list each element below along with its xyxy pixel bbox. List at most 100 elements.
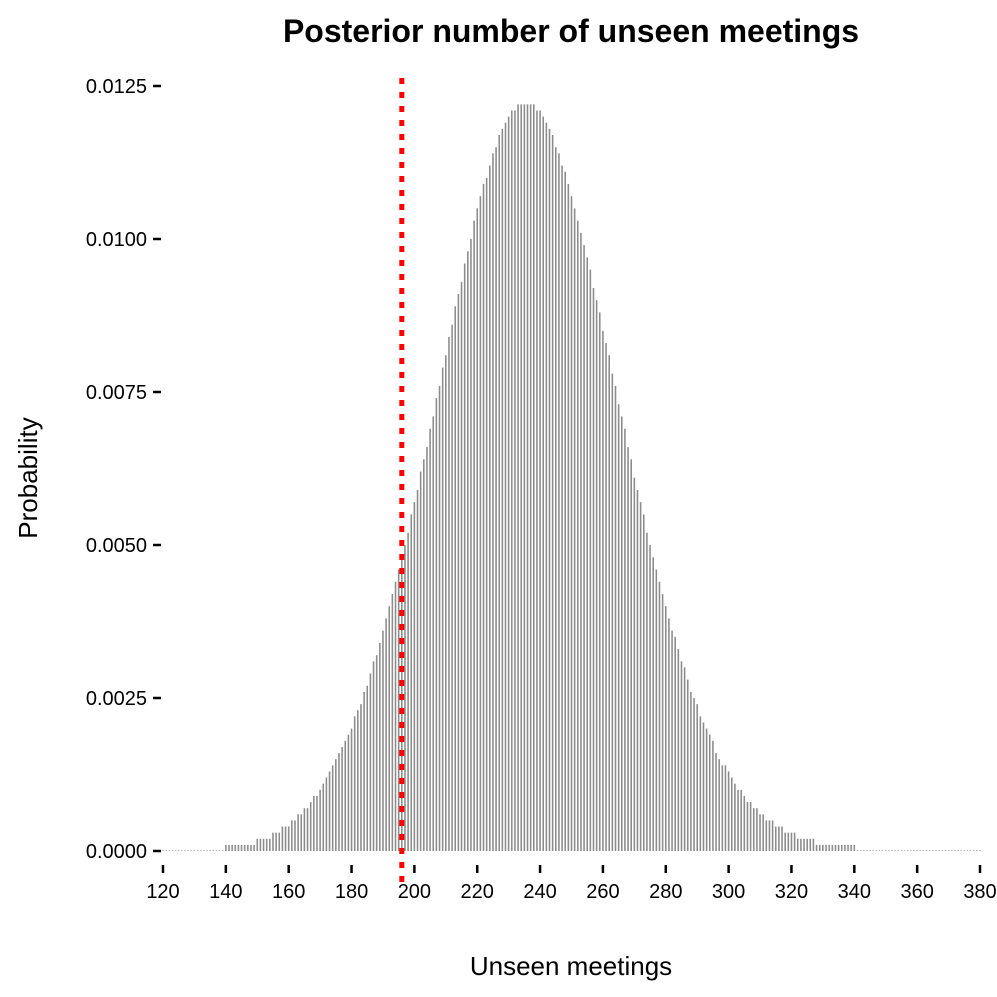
bar [919,850,922,851]
bar [932,850,934,851]
bar [966,850,969,851]
bar [778,826,780,851]
bar [866,850,868,851]
bar [853,844,856,851]
bar [850,844,852,851]
bar [454,306,457,851]
bar [294,820,296,851]
bar [834,844,837,851]
bar [451,324,453,851]
bar [803,838,805,851]
bar [184,850,186,851]
bar [517,104,519,852]
bar [696,704,698,851]
bar [429,428,431,851]
bar [473,220,475,851]
bar [297,814,299,851]
bar [884,850,887,851]
bar [520,104,523,852]
bar [812,838,815,851]
y-tick-label: 0.0100 [86,229,147,251]
bar [954,850,956,851]
bar [514,110,516,852]
bar [322,783,325,851]
bar [944,850,947,851]
bar [831,844,834,851]
bar [209,850,211,851]
bar [916,850,918,851]
bar [724,765,727,851]
bar [278,832,281,851]
bar [756,808,758,851]
bar [856,850,859,851]
bar [815,844,818,851]
y-tick-label: 0.0000 [86,841,147,863]
bar [661,593,664,851]
bar [353,716,356,851]
bar [203,850,205,851]
bar [664,606,667,851]
bar [746,802,749,851]
bar [193,850,196,851]
bar [344,740,347,851]
bar [693,698,695,851]
bar [573,208,576,851]
bar [979,850,981,851]
bar [894,850,896,851]
bar [287,826,290,851]
bar [699,716,702,851]
bar [492,153,494,851]
bar [705,728,708,851]
bar [388,606,391,851]
bar [840,844,843,851]
bar [501,128,504,852]
bar [363,691,365,851]
bar [212,850,215,851]
bar [941,850,944,851]
bar [369,673,372,851]
bar [935,850,937,851]
bar [658,581,661,851]
bar [467,251,469,852]
chart-title: Posterior number of unseen meetings [283,13,859,49]
bar [542,116,544,852]
bar [291,820,293,851]
bar [457,294,460,852]
y-axis-title: Probability [13,417,43,538]
x-tick-label: 300 [712,881,745,903]
bar [215,850,218,851]
bar [806,838,808,851]
bar [498,134,501,851]
bar [774,826,777,851]
bar [969,850,972,851]
bar [639,502,642,851]
bar [793,832,796,851]
y-tick-label: 0.0025 [86,688,147,710]
bar [674,636,676,851]
bar [171,850,174,851]
bar [620,416,623,851]
bar [869,850,871,851]
bar [888,850,890,851]
bar [272,832,274,851]
bar [523,104,526,852]
bar [397,569,400,851]
y-axis: 0.0000 0.0025 0.0050 0.0075 0.0100 0.0125 [86,76,161,863]
bar [897,850,900,851]
bar [470,239,472,851]
bar [592,287,595,852]
x-tick-label: 120 [146,881,179,903]
bar [677,649,680,851]
bar [787,832,790,851]
bar [240,844,243,851]
bar [633,477,636,851]
bar [379,642,381,851]
bar [759,814,761,851]
bar [237,844,240,851]
bar [825,844,827,851]
bar [526,104,529,852]
bar [341,746,343,851]
bar [800,838,802,851]
bar [900,850,903,851]
bar [947,850,950,851]
